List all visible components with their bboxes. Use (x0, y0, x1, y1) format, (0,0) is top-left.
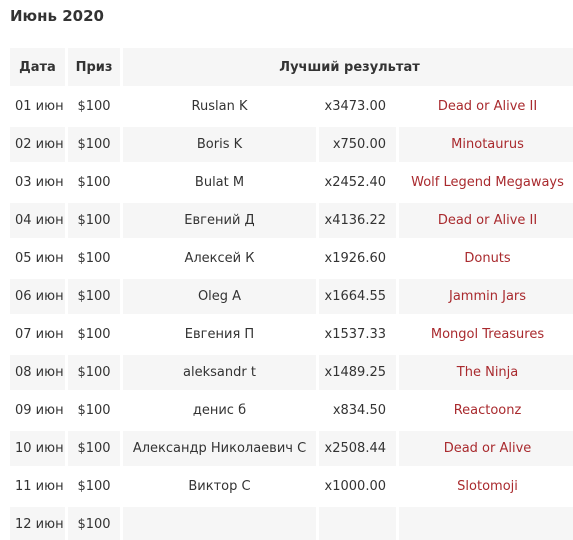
cell-prize: $100 (68, 431, 120, 466)
cell-prize: $100 (68, 317, 120, 352)
cell-prize: $100 (68, 279, 120, 314)
cell-prize: $100 (68, 241, 120, 276)
cell-multiplier: x1489.25 (319, 355, 396, 390)
cell-game: Minotaurus (399, 127, 573, 162)
cell-date: 08 июн (10, 355, 65, 390)
results-table: Дата Приз Лучший результат 01 июн $100 Rus… (10, 48, 573, 540)
table-row: 12 июн $100 (10, 507, 573, 540)
cell-game (399, 507, 573, 540)
cell-game: Donuts (399, 241, 573, 276)
cell-game: Dead or Alive II (399, 89, 573, 124)
table-header-row: Дата Приз Лучший результат (10, 48, 573, 86)
cell-multiplier: x1664.55 (319, 279, 396, 314)
page-title: Июнь 2020 (10, 7, 104, 25)
cell-game: Wolf Legend Megaways (399, 165, 573, 200)
cell-player: Александр Николаевич С (123, 431, 316, 466)
cell-prize: $100 (68, 507, 120, 540)
cell-date: 12 июн (10, 507, 65, 540)
results-table-container: Дата Приз Лучший результат 01 июн $100 Rus… (10, 48, 573, 540)
game-link[interactable]: Dead or Alive (443, 441, 532, 456)
cell-player: Алексей К (123, 241, 316, 276)
cell-prize: $100 (68, 89, 120, 124)
cell-game: Jammin Jars (399, 279, 573, 314)
cell-game: Reactoonz (399, 393, 573, 428)
cell-prize: $100 (68, 393, 120, 428)
cell-prize: $100 (68, 165, 120, 200)
game-link[interactable]: Minotaurus (451, 137, 524, 152)
game-link[interactable]: Donuts (464, 251, 511, 266)
cell-date: 11 июн (10, 469, 65, 504)
game-link[interactable]: Dead or Alive II (437, 213, 538, 228)
cell-date: 03 июн (10, 165, 65, 200)
game-link[interactable]: Jammin Jars (449, 289, 527, 304)
cell-multiplier: x2452.40 (319, 165, 396, 200)
game-link[interactable]: Mongol Treasures (430, 327, 545, 342)
cell-date: 06 июн (10, 279, 65, 314)
cell-date: 10 июн (10, 431, 65, 466)
cell-multiplier: x834.50 (319, 393, 396, 428)
cell-date: 09 июн (10, 393, 65, 428)
game-link[interactable]: Dead or Alive II (437, 99, 538, 114)
game-link[interactable]: The Ninja (456, 365, 519, 380)
header-prize: Приз (68, 48, 120, 86)
cell-game: Dead or Alive II (399, 203, 573, 238)
cell-player (123, 507, 316, 540)
cell-prize: $100 (68, 127, 120, 162)
game-link[interactable]: Reactoonz (453, 403, 522, 418)
cell-multiplier: x750.00 (319, 127, 396, 162)
cell-player: Виктор С (123, 469, 316, 504)
table-row: 08 июн $100 aleksandr t x1489.25 The Ninja (10, 355, 573, 390)
cell-game: The Ninja (399, 355, 573, 390)
cell-prize: $100 (68, 355, 120, 390)
cell-multiplier: x1000.00 (319, 469, 396, 504)
cell-date: 01 июн (10, 89, 65, 124)
cell-player: денис б (123, 393, 316, 428)
cell-player: Евгения П (123, 317, 316, 352)
cell-multiplier: x1926.60 (319, 241, 396, 276)
header-best-result: Лучший результат (123, 48, 573, 86)
game-link[interactable]: Wolf Legend Megaways (411, 175, 564, 190)
cell-date: 05 июн (10, 241, 65, 276)
cell-prize: $100 (68, 203, 120, 238)
cell-game: Dead or Alive (399, 431, 573, 466)
cell-player: Евгений Д (123, 203, 316, 238)
cell-player: Boris K (123, 127, 316, 162)
cell-date: 02 июн (10, 127, 65, 162)
cell-multiplier (319, 507, 396, 540)
cell-game: Mongol Treasures (399, 317, 573, 352)
cell-prize: $100 (68, 469, 120, 504)
header-date: Дата (10, 48, 65, 86)
cell-date: 04 июн (10, 203, 65, 238)
cell-game: Slotomoji (399, 469, 573, 504)
cell-player: Oleg A (123, 279, 316, 314)
cell-date: 07 июн (10, 317, 65, 352)
game-link[interactable]: Slotomoji (457, 479, 518, 494)
cell-player: Ruslan K (123, 89, 316, 124)
cell-multiplier: x3473.00 (319, 89, 396, 124)
table-row: 09 июн $100 денис б x834.50 Reactoonz (10, 393, 573, 428)
cell-player: aleksandr t (123, 355, 316, 390)
cell-multiplier: x1537.33 (319, 317, 396, 352)
cell-multiplier: x4136.22 (319, 203, 396, 238)
cell-multiplier: x2508.44 (319, 431, 396, 466)
cell-player: Bulat M (123, 165, 316, 200)
